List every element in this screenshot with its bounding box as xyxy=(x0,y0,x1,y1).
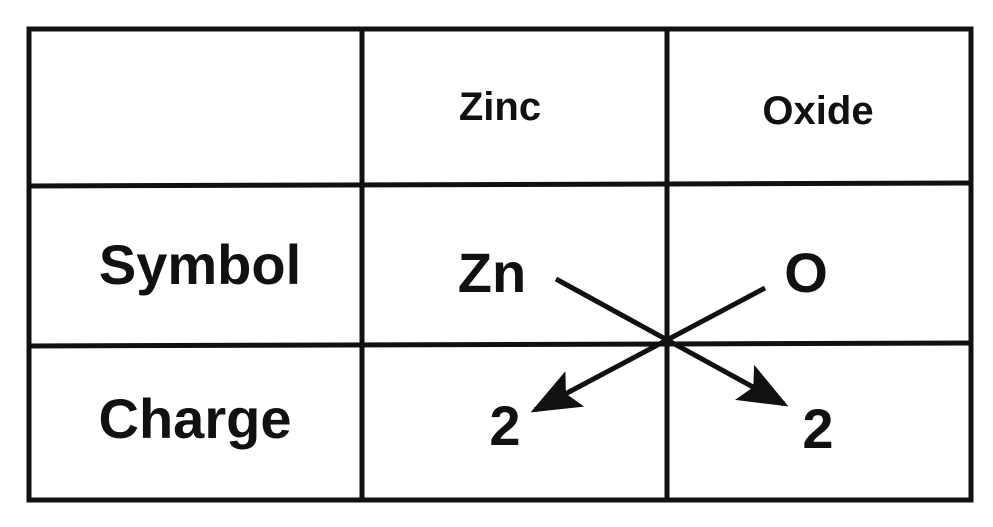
arrow-o-to-charge xyxy=(530,285,767,413)
header-oxide: Oxide xyxy=(762,89,873,133)
zinc-symbol: Zn xyxy=(458,241,526,304)
zinc-charge: 2 xyxy=(489,394,520,457)
row-label-charge: Charge xyxy=(99,387,292,450)
oxide-symbol: O xyxy=(784,241,828,304)
oxide-charge: 2 xyxy=(802,397,833,460)
table-border xyxy=(26,26,974,503)
row-divider xyxy=(26,340,974,349)
arrow-zn-to-charge xyxy=(554,276,789,407)
row-divider xyxy=(26,180,974,189)
table-grid xyxy=(26,26,974,503)
header-zinc: Zinc xyxy=(459,85,541,129)
row-label-symbol: Symbol xyxy=(99,233,301,296)
